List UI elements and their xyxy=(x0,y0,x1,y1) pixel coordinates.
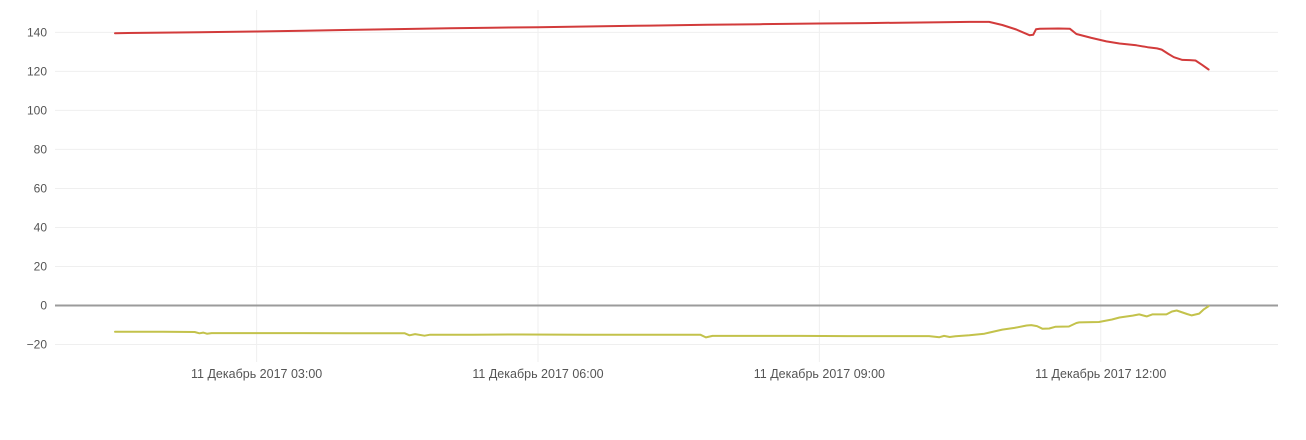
x-axis-tick-label: 11 Декабрь 2017 12:00 xyxy=(1035,367,1166,381)
x-axis-tick-label: 11 Декабрь 2017 03:00 xyxy=(191,367,322,381)
y-axis-tick-label: 0 xyxy=(40,298,47,312)
y-axis-tick-label: 40 xyxy=(34,220,48,234)
y-axis-tick-label: 60 xyxy=(34,181,48,195)
series-lower-olive-line xyxy=(114,305,1210,339)
y-axis-tick-label: 20 xyxy=(34,259,48,273)
series-upper-red-line xyxy=(114,20,1210,71)
y-axis-tick-label: −20 xyxy=(27,337,48,351)
x-axis-tick-label: 11 Декабрь 2017 06:00 xyxy=(472,367,603,381)
y-axis-tick-label: 140 xyxy=(27,25,47,39)
y-axis-tick-label: 80 xyxy=(34,142,48,156)
x-axis-tick-label: 11 Декабрь 2017 09:00 xyxy=(754,367,885,381)
y-axis-tick-label: 120 xyxy=(27,64,47,78)
y-axis-tick-label: 100 xyxy=(27,103,47,117)
